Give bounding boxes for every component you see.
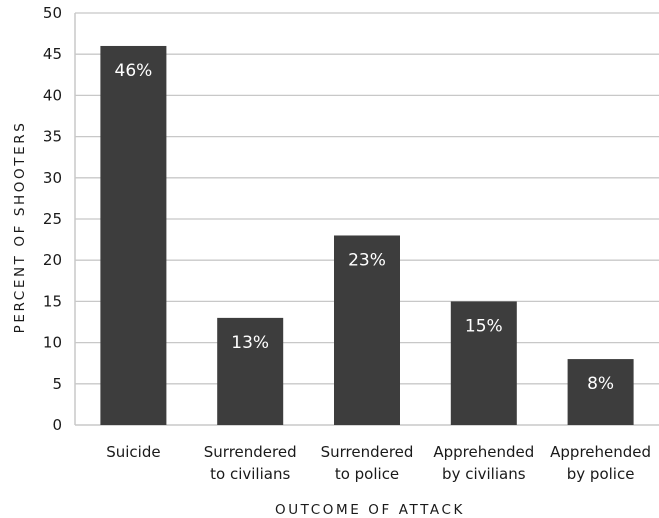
y-tick-label: 20 xyxy=(43,251,62,269)
y-tick-label: 35 xyxy=(43,128,62,146)
y-tick-label: 25 xyxy=(43,210,62,228)
category-label: Apprehended by civilians xyxy=(433,443,534,483)
bar xyxy=(450,301,517,425)
y-axis-title: PERCENT OF SHOOTERS xyxy=(12,121,28,334)
bars: 46% 13% 23% 15% 8% xyxy=(100,45,634,426)
category-label: Surrendered to civilians xyxy=(204,443,297,483)
category-label: Suicide xyxy=(106,443,160,461)
y-axis-tick-labels: 0 5 10 15 20 25 30 35 40 45 50 xyxy=(43,4,62,434)
y-tick-label: 5 xyxy=(52,375,62,393)
y-tick-label: 50 xyxy=(43,4,62,22)
x-axis-category-labels: Suicide Surrendered to civilians Surrendere… xyxy=(106,443,651,483)
bar xyxy=(334,235,400,425)
y-tick-label: 40 xyxy=(43,86,62,104)
y-tick-label: 30 xyxy=(43,169,62,187)
x-axis-title: OUTCOME OF ATTACK xyxy=(275,502,465,518)
y-tick-label: 10 xyxy=(43,334,62,352)
data-label: 46% xyxy=(115,61,153,81)
data-label: 13% xyxy=(231,333,269,353)
gridlines xyxy=(75,12,659,385)
data-label: 15% xyxy=(465,316,503,336)
bar xyxy=(567,359,634,425)
y-tick-label: 15 xyxy=(43,292,62,310)
y-tick-label: 45 xyxy=(43,45,62,63)
y-tick-label: 0 xyxy=(52,416,62,434)
data-label: 23% xyxy=(348,250,386,270)
data-label: 8% xyxy=(587,374,614,394)
bar xyxy=(217,317,284,425)
category-label: Surrendered to police xyxy=(321,443,414,483)
category-label: Apprehended by police xyxy=(550,443,651,483)
bar xyxy=(100,45,167,426)
